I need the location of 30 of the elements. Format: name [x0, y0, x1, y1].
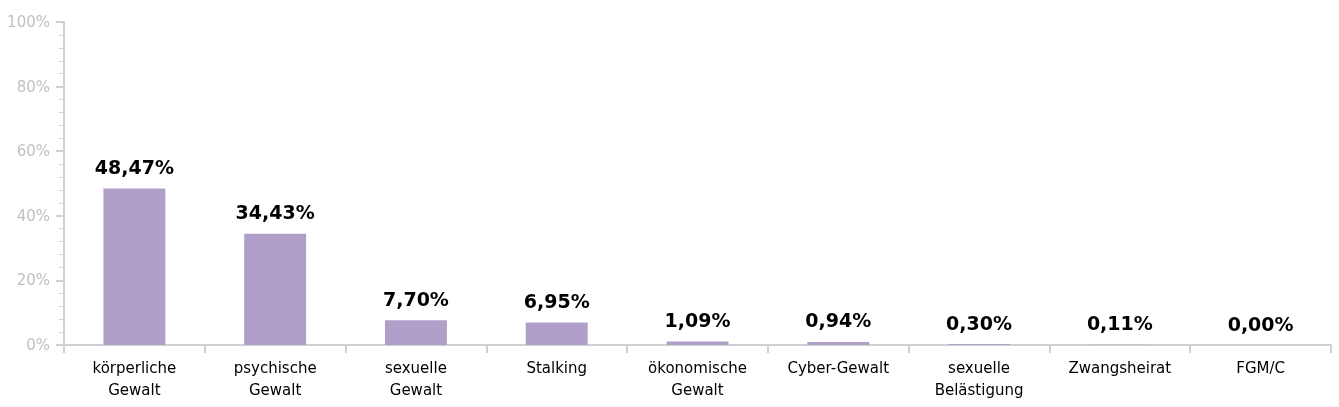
bar	[807, 341, 870, 345]
y-tick-label: 40%	[16, 206, 50, 225]
y-tick-label: 100%	[7, 13, 50, 31]
bar	[525, 322, 588, 345]
y-tick-label: 20%	[16, 271, 50, 290]
x-tick-label: Stalking	[526, 359, 588, 377]
x-tick-label: körperliche Gewalt	[92, 359, 177, 399]
x-tick-label: ökonomische Gewalt	[648, 359, 747, 399]
data-label: 48,47%	[94, 155, 174, 178]
data-label: 0,11%	[1086, 312, 1153, 335]
data-label: 7,70%	[382, 287, 449, 310]
y-tick-label: 0%	[26, 336, 50, 354]
x-tick-label: sexuelle Gewalt	[384, 359, 447, 399]
x-tick-label: Zwangsheirat	[1068, 359, 1172, 377]
data-label: 34,43%	[235, 201, 315, 224]
x-tick-label: Cyber-Gewalt	[787, 359, 890, 377]
x-tick-label: FGM/C	[1236, 359, 1285, 377]
bar	[384, 320, 447, 345]
y-tick-label: 60%	[16, 142, 50, 161]
data-label: 1,09%	[664, 308, 731, 331]
bar	[103, 188, 166, 345]
data-label: 0,30%	[946, 311, 1013, 334]
bar	[244, 233, 307, 345]
y-tick-label: 80%	[16, 77, 50, 96]
x-tick-label: psychische Gewalt	[233, 359, 317, 399]
x-tick-label: sexuelle Belästigung	[934, 359, 1024, 399]
bar	[666, 341, 729, 345]
data-label: 0,00%	[1227, 312, 1294, 335]
data-label: 6,95%	[523, 290, 590, 313]
data-label: 0,94%	[805, 309, 872, 332]
